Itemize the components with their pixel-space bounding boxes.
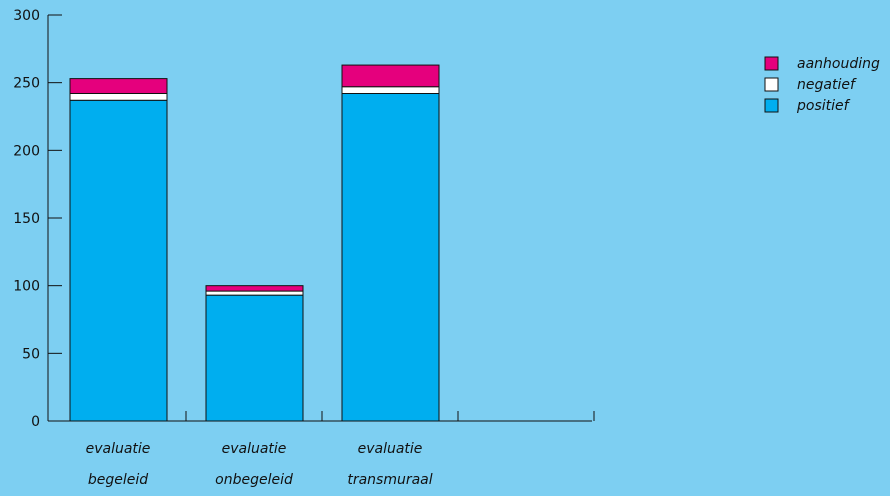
category-label: evaluatie <box>358 441 423 457</box>
bar-aanhouding <box>205 285 304 292</box>
bars <box>69 64 440 422</box>
bar-negatief <box>69 92 168 101</box>
bar-aanhouding <box>69 78 168 94</box>
legend-swatch-negatief <box>764 77 779 92</box>
y-tick-label: 200 <box>13 143 40 159</box>
category-label: evaluatie <box>222 441 287 457</box>
bar-positief <box>341 92 440 422</box>
y-tick-label: 300 <box>13 8 40 24</box>
bar-positief <box>205 294 304 422</box>
category-labels: evaluatie begeleid evaluatie onbegeleid eval… <box>86 441 433 488</box>
legend-label-aanhouding: aanhouding <box>797 56 880 72</box>
bar-aanhouding <box>341 64 440 88</box>
axes: 0 50 100 150 200 250 300 <box>13 8 595 430</box>
y-tick-label: 150 <box>13 211 40 227</box>
bar-positief <box>69 99 168 422</box>
bar-negatief <box>341 86 440 94</box>
legend-label-negatief: negatief <box>797 77 857 93</box>
legend: aanhouding negatief positief <box>764 56 880 114</box>
bar-negatief <box>205 290 304 296</box>
legend-swatch-aanhouding <box>764 56 779 71</box>
y-tick-label: 100 <box>13 279 40 295</box>
category-label: evaluatie <box>86 441 151 457</box>
y-tick-label: 250 <box>13 76 40 92</box>
category-label: transmuraal <box>347 472 432 488</box>
legend-label-positief: positief <box>796 98 851 114</box>
legend-swatch-positief <box>764 98 779 113</box>
y-tick-label: 50 <box>22 346 40 362</box>
y-tick-label: 0 <box>31 414 40 430</box>
category-label: begeleid <box>88 472 148 488</box>
category-label: onbegeleid <box>215 472 293 488</box>
